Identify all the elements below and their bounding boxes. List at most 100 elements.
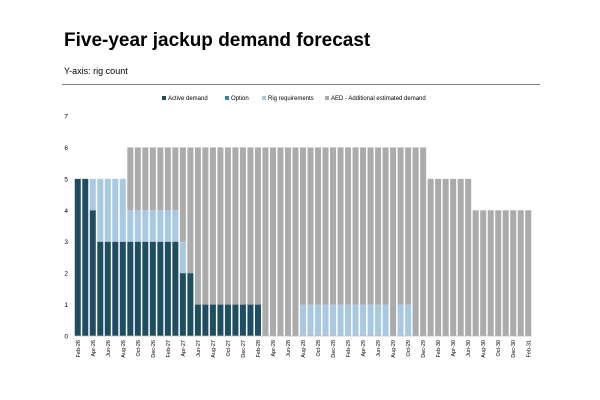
bar-Jul-27 <box>202 147 209 336</box>
bar-segment-aed-additional-estimated-demand <box>142 147 149 211</box>
bar-Aug-29 <box>390 147 397 336</box>
bar-segment-aed-additional-estimated-demand <box>127 147 134 211</box>
bar-segment-rig-requirements <box>149 210 156 242</box>
bar-May-29 <box>367 147 374 336</box>
bar-Jan-28 <box>247 147 254 336</box>
x-tick-label: Feb-30 <box>436 340 442 357</box>
bar-segment-aed-additional-estimated-demand <box>202 147 209 305</box>
bar-Jul-28 <box>292 147 299 336</box>
bar-Dec-26 <box>149 147 156 336</box>
legend-label: Option <box>231 96 249 102</box>
bar-segment-active-demand <box>209 304 216 336</box>
bar-Jan-27 <box>157 147 164 336</box>
bar-Jun-28 <box>284 147 291 336</box>
bar-segment-aed-additional-estimated-demand <box>157 147 164 211</box>
bar-segment-rig-requirements <box>119 178 126 242</box>
bar-segment-rig-requirements <box>322 304 329 336</box>
bar-Nov-26 <box>142 147 149 336</box>
bar-segment-active-demand <box>224 304 231 336</box>
bar-segment-rig-requirements <box>89 178 96 211</box>
bar-Apr-27 <box>179 147 186 336</box>
bar-segment-active-demand <box>127 241 134 336</box>
chart-legend: Active demand Option Rig requirements AED -… <box>162 96 426 102</box>
bar-segment-rig-requirements <box>397 304 404 336</box>
x-tick-label: Oct-30 <box>496 340 502 357</box>
bar-Mar-30 <box>442 178 449 336</box>
x-tick-label: Oct-29 <box>406 340 412 357</box>
x-tick-label: Dec-30 <box>511 340 517 358</box>
bar-segment-aed-additional-estimated-demand <box>367 147 374 305</box>
bar-Nov-28 <box>322 147 329 336</box>
bar-segment-aed-additional-estimated-demand <box>457 178 464 336</box>
bar-Oct-30 <box>495 210 502 336</box>
bar-Feb-30 <box>435 178 442 336</box>
x-tick-label: Jun-28 <box>286 340 292 357</box>
bar-Feb-29 <box>345 147 352 336</box>
bar-Nov-30 <box>502 210 509 336</box>
bar-Sep-26 <box>127 147 134 336</box>
x-tick-label: Feb-27 <box>166 340 172 357</box>
bar-segment-aed-additional-estimated-demand <box>194 147 201 305</box>
bar-segment-rig-requirements <box>104 178 111 242</box>
bar-segment-aed-additional-estimated-demand <box>510 210 517 336</box>
x-tick-label: Jun-30 <box>466 340 472 357</box>
bar-segment-active-demand <box>179 273 186 336</box>
legend-label: Rig requirements <box>268 96 314 102</box>
legend-swatch <box>325 96 329 100</box>
bar-segment-aed-additional-estimated-demand <box>164 147 171 211</box>
bar-segment-rig-requirements <box>300 304 307 336</box>
x-tick-label: Jun-29 <box>376 340 382 357</box>
bar-segment-active-demand <box>232 304 239 336</box>
bar-segment-active-demand <box>149 241 156 336</box>
x-tick-label: Dec-29 <box>421 340 427 358</box>
bar-segment-aed-additional-estimated-demand <box>472 210 479 336</box>
bar-segment-rig-requirements <box>405 304 412 336</box>
bar-Oct-29 <box>405 147 412 336</box>
x-tick-label: Oct-27 <box>226 340 232 357</box>
bar-segment-rig-requirements <box>157 210 164 242</box>
bar-segment-aed-additional-estimated-demand <box>179 147 186 242</box>
chart-title: Five-year jackup demand forecast <box>64 30 371 51</box>
bar-segment-active-demand <box>239 304 246 336</box>
bar-Jan-29 <box>337 147 344 336</box>
x-tick-label: Feb-31 <box>526 340 532 357</box>
bar-Mar-27 <box>172 147 179 336</box>
x-tick-label: Aug-28 <box>301 340 307 358</box>
x-tick-label: Feb-28 <box>256 340 262 357</box>
bar-Sep-30 <box>487 210 494 336</box>
bar-segment-active-demand <box>142 241 149 336</box>
bar-segment-rig-requirements <box>172 210 179 242</box>
bar-Apr-29 <box>360 147 367 336</box>
bar-segment-aed-additional-estimated-demand <box>292 147 299 336</box>
bar-Dec-30 <box>510 210 517 336</box>
bar-segment-active-demand <box>104 241 111 336</box>
bar-segment-aed-additional-estimated-demand <box>187 147 194 274</box>
bar-segment-aed-additional-estimated-demand <box>502 210 509 336</box>
bar-segment-active-demand <box>97 241 104 336</box>
bar-Dec-27 <box>239 147 246 336</box>
bar-segment-aed-additional-estimated-demand <box>284 147 291 336</box>
chart-subtitle: Y-axis: rig count <box>64 66 128 76</box>
x-tick-label: Apr-30 <box>451 340 457 357</box>
legend-label: AED - Additional estimated demand <box>331 96 426 102</box>
bar-Jun-29 <box>375 147 382 336</box>
bar-Sep-28 <box>307 147 314 336</box>
bar-segment-active-demand <box>194 304 201 336</box>
legend-swatch <box>262 96 266 100</box>
bar-segment-aed-additional-estimated-demand <box>262 147 269 336</box>
bar-Oct-26 <box>134 147 141 336</box>
legend-item-option: Option <box>225 96 249 102</box>
bar-segment-aed-additional-estimated-demand <box>269 147 276 336</box>
x-tick-label: Apr-26 <box>91 340 97 357</box>
bar-segment-aed-additional-estimated-demand <box>277 147 284 336</box>
bar-segment-aed-additional-estimated-demand <box>375 147 382 305</box>
bar-segment-aed-additional-estimated-demand <box>412 147 419 336</box>
x-tick-label: Apr-29 <box>361 340 367 357</box>
bar-segment-aed-additional-estimated-demand <box>427 178 434 336</box>
bar-Dec-28 <box>330 147 337 336</box>
bar-May-28 <box>277 147 284 336</box>
x-tick-label: Dec-28 <box>331 340 337 358</box>
bar-Oct-27 <box>224 147 231 336</box>
bar-segment-aed-additional-estimated-demand <box>390 147 397 336</box>
y-tick-label: 0 <box>64 334 68 341</box>
